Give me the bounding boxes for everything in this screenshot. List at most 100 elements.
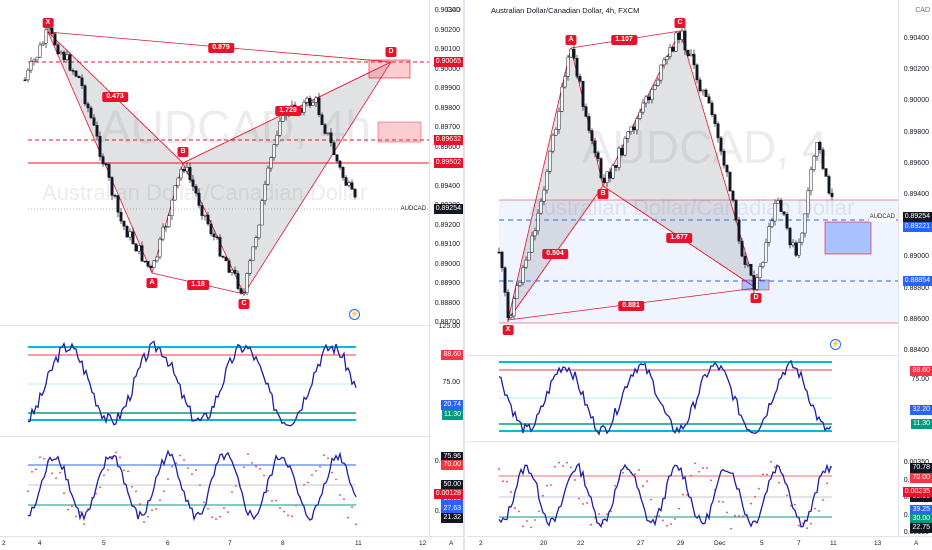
left-price-tick: 0.89100 [434,241,460,248]
left-price-axis[interactable]: CAD 0.90300 0.90200 0.90100 0.90000 0.89900 0… [429,0,463,550]
left-osc2-dot [343,498,345,501]
right-candle-body [716,123,720,139]
right-candle-body [794,242,798,256]
left-candle-body [269,157,273,169]
right-price-tick: 0.89600 [903,159,929,167]
right-osc2-dot [742,515,744,518]
right-candle-body [827,176,831,194]
left-candle-body [332,142,336,156]
right-candle-body [695,64,699,81]
left-osc2-line [27,449,357,522]
right-candle-body [614,165,618,168]
right-chart-pane[interactable]: Australian Dollar/Canadian Dollar, 4h, F… [467,0,932,550]
right-osc2-dot [790,504,792,507]
left-osc2-dot [131,485,133,488]
left-time-label: 7 [228,540,232,547]
right-osc2-dot [798,524,800,527]
right-osc2-dot [582,503,584,505]
right-osc2-dot [690,474,692,477]
left-osc2-dot [115,451,117,454]
right-candle-body [752,275,756,290]
right-osc2-price-badge: 0.00235 [902,487,932,497]
right-time-axis[interactable]: 2 20 22 27 29 Dec 5 7 11 13 A [467,536,932,550]
left-candle-body [89,107,93,119]
right-candle-body [725,165,729,173]
right-candle-body [767,226,771,243]
right-candle-body [590,130,594,141]
left-candle-body [326,132,330,135]
right-osc2-dot [590,523,592,526]
left-osc2-dot [331,471,333,474]
left-time-label: 6 [166,540,170,547]
left-price-tick: 0.89700 [434,124,460,131]
left-candle-body [44,29,48,44]
left-osc2-dot [183,459,185,461]
left-candle-body [56,44,60,55]
right-osc2-dot [726,511,728,514]
right-time-label: 13 [874,540,882,547]
right-osc2-line [498,462,832,529]
left-price-badge: 0.89632 [433,135,463,145]
right-time-label: 7 [797,540,801,547]
right-candle-body [797,242,801,256]
right-chart-canvas[interactable] [467,0,932,550]
left-candle-body [170,199,174,216]
left-price-tick: 0.90300 [434,7,460,14]
left-lightning-icon[interactable]: ⚡ [349,309,360,320]
right-candle-body [746,264,750,266]
left-candle-body [197,192,201,206]
left-candle-body [167,215,171,227]
left-osc2-price-badge: 50.00 [441,480,463,490]
right-price-axis[interactable]: CAD 0.90400 0.90200 0.90000 0.89800 0.89600 0… [898,0,932,550]
right-candle-body [506,292,510,318]
left-price-tick: 0.90200 [434,26,460,34]
right-time-label: Dec [714,540,726,547]
left-candle-body [137,245,141,252]
left-chart-pane[interactable]: AUDCAD, 4h Australian Dollar/Canadian Do… [0,0,465,550]
left-candle-body [206,214,210,225]
right-lightning-icon[interactable]: ⚡ [830,339,841,350]
left-osc2-dot [339,494,341,496]
left-candle-body [305,97,309,103]
right-osc2-dot [806,527,808,529]
right-candle-body [578,76,582,82]
left-candle-body [251,246,255,261]
left-candle-body [203,214,207,217]
right-osc2-dot [694,462,696,465]
right-osc2-dot [698,470,700,473]
right-osc2-dot [498,468,500,470]
right-price-tick: 0.89000 [903,253,929,261]
right-osc2-dot [758,487,760,490]
right-candle-body [686,49,690,57]
left-candle-body [149,265,153,268]
left-candle-body [68,54,72,71]
right-candle-body [758,266,762,278]
left-time-axis[interactable]: 2 4 5 6 7 8 11 12 A [0,536,463,550]
left-candle-body [107,164,111,178]
left-osc2-dot [155,508,157,510]
right-candle-body [662,59,666,66]
left-price-tick: 0.90000 [434,65,460,73]
right-osc2-price-badge: 70.00 [910,473,932,483]
right-candle-body [650,89,654,101]
left-candle-body [71,70,75,72]
left-point-d: D [385,47,397,57]
left-osc2-dot [39,456,41,459]
left-candle-body [302,102,306,113]
left-osc2-dot [323,454,325,457]
left-osc2-dot [59,471,61,474]
left-candle-body [113,195,117,197]
right-osc2-dot [678,507,680,510]
right-candle-body [788,227,792,246]
left-candle-body [323,124,327,134]
right-osc2-dot [778,481,780,484]
right-osc2-dot [818,509,820,512]
left-candle-body [131,231,135,245]
left-chart-canvas[interactable] [0,0,465,550]
right-candle-body [737,219,741,242]
left-osc2-dot [171,465,173,468]
left-xb-line [47,31,184,164]
right-candle-body [575,58,579,77]
left-candle-body [200,205,204,216]
left-osc2-dot [79,511,81,513]
